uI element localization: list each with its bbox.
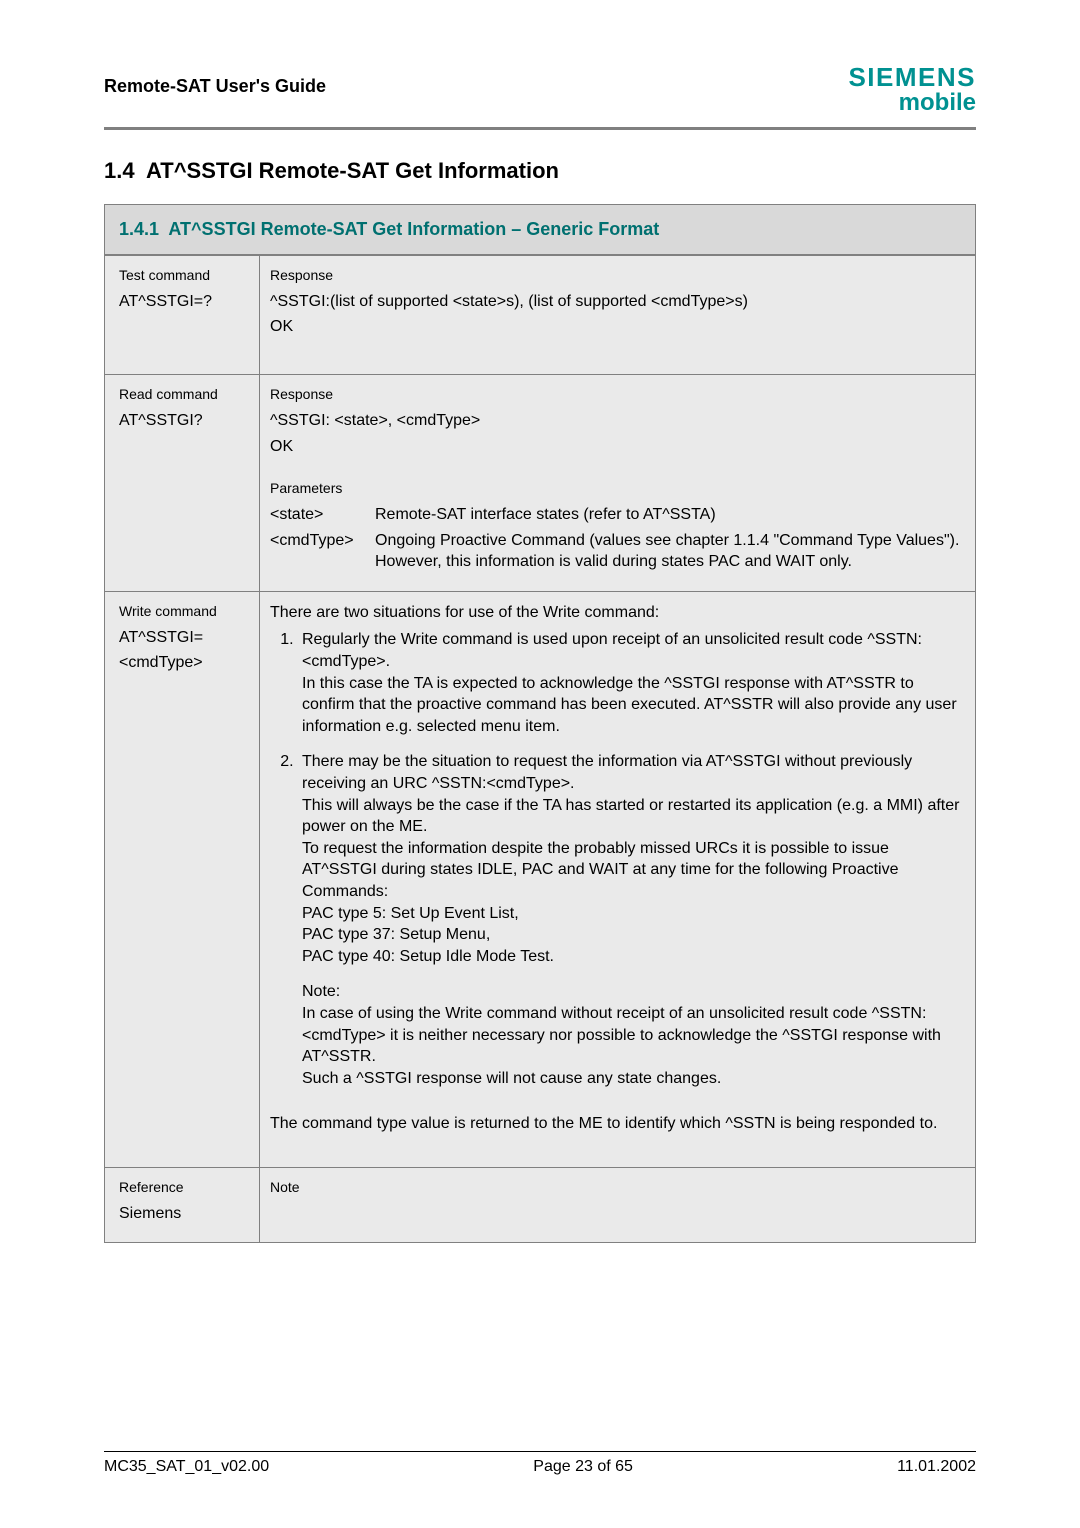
write-item2-c: To request the information despite the p… <box>302 840 899 900</box>
param-cmdtype-key: <cmdType> <box>270 530 375 573</box>
param-state-val: Remote-SAT interface states (refer to AT… <box>375 504 961 526</box>
section-title: AT^SSTGI Remote-SAT Get Information <box>146 158 559 183</box>
ref-left-cell: Reference Siemens <box>105 1167 260 1242</box>
ref-value: Siemens <box>119 1203 249 1225</box>
page-header: Remote-SAT User's Guide SIEMENS mobile <box>104 62 976 119</box>
write-item2-p3: PAC type 40: Setup Idle Mode Test. <box>302 948 554 965</box>
guide-title: Remote-SAT User's Guide <box>104 76 326 119</box>
param-cmdtype-val: Ongoing Proactive Command (values see ch… <box>375 530 961 573</box>
ref-label: Reference <box>119 1178 249 1197</box>
subsection-heading: 1.4.1 AT^SSTGI Remote-SAT Get Informatio… <box>104 204 976 255</box>
write-list: Regularly the Write command is used upon… <box>270 629 961 967</box>
read-params-label: Parameters <box>270 479 961 498</box>
read-response-label: Response <box>270 385 961 404</box>
brand-logo: SIEMENS mobile <box>848 62 976 119</box>
table-row-test: Test command AT^SSTGI=? Response ^SSTGI:… <box>105 256 976 375</box>
test-right-cell: Response ^SSTGI:(list of supported <stat… <box>260 256 976 375</box>
read-right-cell: Response ^SSTGI: <state>, <cmdType> OK P… <box>260 375 976 592</box>
subsection-title: AT^SSTGI Remote-SAT Get Information – Ge… <box>168 219 659 239</box>
logo-sub-text: mobile <box>848 89 976 117</box>
write-item1-a: Regularly the Write command is used upon… <box>302 631 922 670</box>
test-response-line: ^SSTGI:(list of supported <state>s), (li… <box>270 291 961 313</box>
subsection-number: 1.4.1 <box>119 219 159 239</box>
ref-note: Note <box>270 1178 961 1197</box>
write-right-cell: There are two situations for use of the … <box>260 591 976 1167</box>
param-state-key: <state> <box>270 504 375 526</box>
write-note-l1: In case of using the Write command witho… <box>302 1003 961 1068</box>
write-item2-a: There may be the situation to request th… <box>302 753 912 792</box>
section-heading: 1.4 AT^SSTGI Remote-SAT Get Information <box>104 158 976 184</box>
section-number: 1.4 <box>104 158 135 183</box>
test-response-label: Response <box>270 266 961 285</box>
write-left-cell: Write command AT^SSTGI= <cmdType> <box>105 591 260 1167</box>
write-item2-p2: PAC type 37: Setup Menu, <box>302 926 490 943</box>
read-response-line: ^SSTGI: <state>, <cmdType> <box>270 410 961 432</box>
table-row-read: Read command AT^SSTGI? Response ^SSTGI: … <box>105 375 976 592</box>
table-row-reference: Reference Siemens Note <box>105 1167 976 1242</box>
param-state: <state> Remote-SAT interface states (ref… <box>270 504 961 526</box>
write-intro: There are two situations for use of the … <box>270 602 961 624</box>
write-item2-p1: PAC type 5: Set Up Event List, <box>302 905 519 922</box>
test-left-cell: Test command AT^SSTGI=? <box>105 256 260 375</box>
param-cmdtype: <cmdType> Ongoing Proactive Command (val… <box>270 530 961 573</box>
write-trail: The command type value is returned to th… <box>270 1113 961 1135</box>
test-command: AT^SSTGI=? <box>119 291 249 313</box>
write-note-l2: Such a ^SSTGI response will not cause an… <box>302 1068 961 1090</box>
footer-page: Page 23 of 65 <box>533 1458 633 1476</box>
footer-date: 11.01.2002 <box>897 1458 976 1476</box>
read-left-cell: Read command AT^SSTGI? <box>105 375 260 592</box>
write-item-1: Regularly the Write command is used upon… <box>298 629 961 737</box>
command-table: Test command AT^SSTGI=? Response ^SSTGI:… <box>104 255 976 1243</box>
page-footer: MC35_SAT_01_v02.00 Page 23 of 65 11.01.2… <box>104 1451 976 1476</box>
test-ok: OK <box>270 316 961 338</box>
table-row-write: Write command AT^SSTGI= <cmdType> There … <box>105 591 976 1167</box>
write-command-l1: AT^SSTGI= <box>119 627 249 649</box>
test-label: Test command <box>119 266 249 285</box>
write-item2-b: This will always be the case if the TA h… <box>302 797 959 836</box>
write-label: Write command <box>119 602 249 621</box>
write-note-label: Note: <box>302 981 961 1003</box>
read-command: AT^SSTGI? <box>119 410 249 432</box>
write-item1-b: In this case the TA is expected to ackno… <box>302 675 957 735</box>
ref-right-cell: Note <box>260 1167 976 1242</box>
read-label: Read command <box>119 385 249 404</box>
footer-doc-id: MC35_SAT_01_v02.00 <box>104 1458 269 1476</box>
write-item-2: There may be the situation to request th… <box>298 751 961 967</box>
read-ok: OK <box>270 436 961 458</box>
write-command-l2: <cmdType> <box>119 652 249 674</box>
write-note-block: Note: In case of using the Write command… <box>270 981 961 1089</box>
header-rule <box>104 127 976 130</box>
